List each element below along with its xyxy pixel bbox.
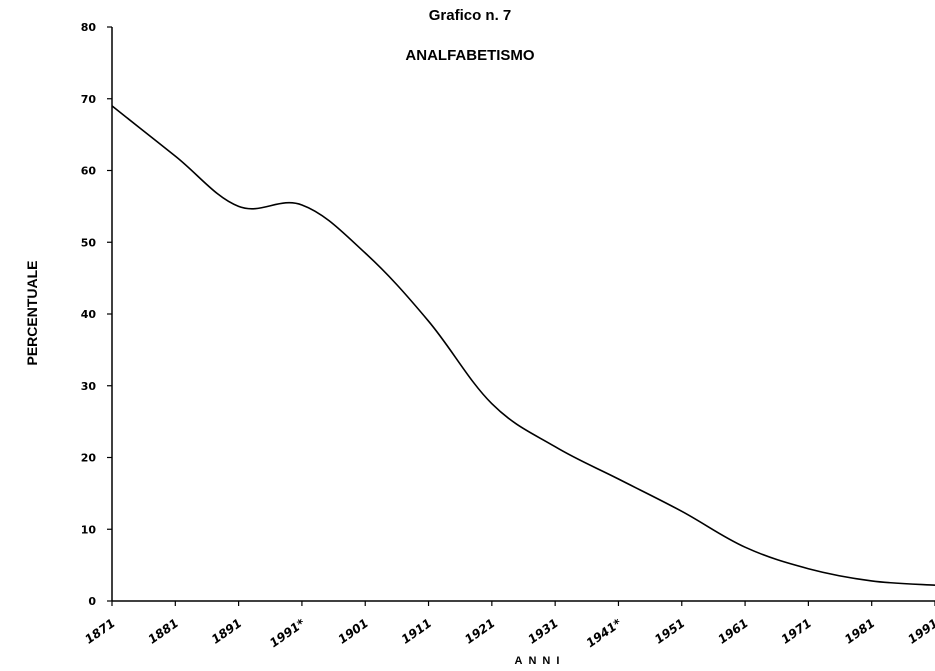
x-tick-label: 1931 <box>525 616 560 647</box>
y-tick-label: 0 <box>88 595 96 608</box>
y-tick-label: 60 <box>81 165 97 178</box>
x-tick-label: 1891 <box>209 616 244 647</box>
x-tick-label: 1911 <box>399 616 434 647</box>
y-tick-label: 20 <box>81 452 97 465</box>
x-tick-label: 1871 <box>82 616 117 647</box>
x-tick-label: 1971 <box>779 616 814 647</box>
x-tick-label: 1961 <box>715 616 750 647</box>
x-tick-label: 1991 <box>905 616 935 647</box>
y-axis-label: PERCENTUALE <box>24 260 40 365</box>
x-tick-label: 1881 <box>146 616 181 647</box>
x-tick-label: 1991* <box>267 616 308 651</box>
x-tick-label: 1981 <box>842 616 877 647</box>
y-tick-label: 10 <box>81 523 97 536</box>
y-tick-label: 50 <box>81 236 97 249</box>
x-tick-label: 1941* <box>584 616 625 651</box>
chart-title: Grafico n. 7 <box>429 7 512 24</box>
x-axis-label: ANNI <box>515 655 566 667</box>
y-tick-label: 40 <box>81 308 97 321</box>
x-tick-label: 1951 <box>652 616 687 647</box>
x-tick-label: 1921 <box>462 616 497 647</box>
chart-subtitle: ANALFABETISMO <box>405 47 534 64</box>
series-line <box>111 105 935 587</box>
y-tick-label: 80 <box>81 21 97 34</box>
y-tick-label: 70 <box>81 93 97 106</box>
x-tick-label: 1901 <box>336 616 371 647</box>
y-tick-label: 30 <box>81 380 97 393</box>
